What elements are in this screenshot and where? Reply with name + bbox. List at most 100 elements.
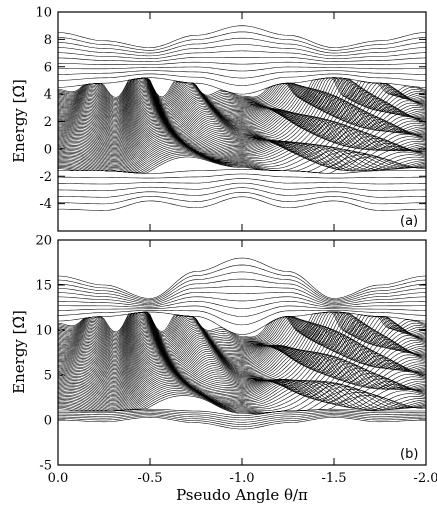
energy-bands-b bbox=[58, 257, 426, 430]
band-line-upper bbox=[58, 300, 426, 309]
band-line-dense bbox=[58, 115, 426, 149]
band-line-dense bbox=[58, 142, 426, 172]
band-line-dense bbox=[58, 77, 426, 98]
band-line-dense bbox=[58, 350, 426, 386]
band-line-dense bbox=[58, 117, 426, 150]
band-line-dense bbox=[58, 139, 426, 172]
band-line-dense bbox=[58, 94, 426, 128]
band-line-dense bbox=[58, 336, 426, 371]
band-line-lower bbox=[58, 187, 426, 198]
band-line-lower bbox=[58, 417, 426, 430]
y-tick-label-b: 5 bbox=[44, 369, 52, 384]
band-line-dense bbox=[58, 378, 426, 410]
band-line-dense bbox=[58, 100, 426, 134]
x-tick-label: -1.0 bbox=[229, 471, 254, 486]
band-line-lower bbox=[58, 182, 426, 191]
band-line-dense bbox=[58, 311, 426, 344]
panel-a-ylabel: Energy [Ω̃] bbox=[10, 79, 28, 163]
band-line-dense bbox=[58, 373, 426, 407]
band-line-dense bbox=[58, 102, 426, 137]
band-line-dense bbox=[58, 88, 426, 123]
band-line-dense bbox=[58, 105, 426, 140]
band-line-dense bbox=[58, 77, 426, 106]
band-line-dense bbox=[58, 104, 426, 138]
band-line-lower bbox=[58, 415, 426, 428]
band-line-dense bbox=[58, 381, 426, 412]
panel-a-ticks: -4 -2 0 2 4 6 8 10 bbox=[35, 6, 427, 231]
y-tick-label-a: 10 bbox=[35, 6, 52, 21]
y-tick-label-b: 20 bbox=[35, 234, 52, 249]
x-tick-label: -2.0 bbox=[413, 471, 437, 486]
y-tick-label-a: 8 bbox=[44, 33, 52, 48]
band-line-lower bbox=[58, 411, 426, 421]
band-line-dense bbox=[58, 133, 426, 167]
band-line-upper bbox=[58, 278, 426, 303]
band-line-dense bbox=[58, 333, 426, 369]
band-line-dense bbox=[58, 140, 426, 172]
panel-b-tag: (b) bbox=[400, 447, 418, 462]
band-line-dense bbox=[58, 372, 426, 406]
band-line-dense bbox=[58, 109, 426, 144]
band-line-upper bbox=[58, 305, 426, 317]
band-line-dense bbox=[58, 97, 426, 131]
band-line-dense bbox=[58, 77, 426, 105]
band-line-dense bbox=[58, 325, 426, 362]
band-line-lower bbox=[58, 412, 426, 423]
band-line-dense bbox=[58, 311, 426, 346]
band-line-dense bbox=[58, 359, 426, 393]
band-line-dense bbox=[58, 77, 426, 102]
band-line-dense bbox=[58, 98, 426, 132]
band-line-dense bbox=[58, 96, 426, 130]
band-line-dense bbox=[58, 118, 426, 150]
band-line-dense bbox=[58, 77, 426, 110]
band-line-dense bbox=[58, 322, 426, 359]
band-line-dense bbox=[58, 328, 426, 364]
band-line-dense bbox=[58, 89, 426, 124]
band-line-dense bbox=[58, 136, 426, 170]
band-line-lower bbox=[58, 410, 426, 419]
band-line-lower bbox=[58, 178, 426, 185]
panel-b: 0.0 -0.5 -1.0 -1.5 -2.0 -5 0 5 10 15 20 Energy [Ω̃… bbox=[10, 234, 437, 487]
band-line-upper bbox=[58, 310, 426, 326]
band-line-upper bbox=[58, 57, 426, 62]
band-line-dense bbox=[58, 79, 426, 114]
band-line-dense bbox=[58, 376, 426, 409]
band-line-lower bbox=[58, 173, 426, 179]
band-line-dense bbox=[58, 337, 426, 373]
band-line-upper bbox=[58, 50, 426, 59]
y-tick-label-a: 4 bbox=[44, 88, 52, 103]
band-line-dense bbox=[58, 82, 426, 116]
band-line-dense bbox=[58, 311, 426, 338]
band-line-dense bbox=[58, 330, 426, 366]
band-line-upper bbox=[58, 61, 426, 65]
band-line-upper bbox=[58, 296, 426, 307]
band-line-lower bbox=[58, 414, 426, 425]
band-line-dense bbox=[58, 77, 426, 101]
band-line-upper bbox=[58, 31, 426, 51]
band-line-dense bbox=[58, 113, 426, 147]
band-line-dense bbox=[58, 125, 426, 156]
band-line-dense bbox=[58, 324, 426, 361]
band-line-dense bbox=[58, 353, 426, 388]
band-line-dense bbox=[58, 356, 426, 390]
band-line-dense bbox=[58, 334, 426, 370]
band-line-upper bbox=[58, 37, 426, 54]
band-line-dense bbox=[58, 340, 426, 375]
band-line-upper bbox=[58, 70, 426, 79]
band-line-dense bbox=[58, 144, 426, 172]
y-tick-label-a: 0 bbox=[44, 142, 52, 157]
band-line-dense bbox=[58, 360, 426, 394]
band-line-dense bbox=[58, 123, 426, 154]
band-line-dense bbox=[58, 93, 426, 127]
band-line-dense bbox=[58, 342, 426, 378]
band-line-dense bbox=[58, 145, 426, 172]
band-line-lower bbox=[58, 191, 426, 205]
x-tick-label: -1.5 bbox=[321, 471, 346, 486]
band-line-dense bbox=[58, 80, 426, 115]
band-line-dense bbox=[58, 316, 426, 353]
band-line-dense bbox=[58, 311, 426, 347]
band-line-dense bbox=[58, 313, 426, 351]
band-line-dense bbox=[58, 114, 426, 148]
band-line-dense bbox=[58, 326, 426, 363]
